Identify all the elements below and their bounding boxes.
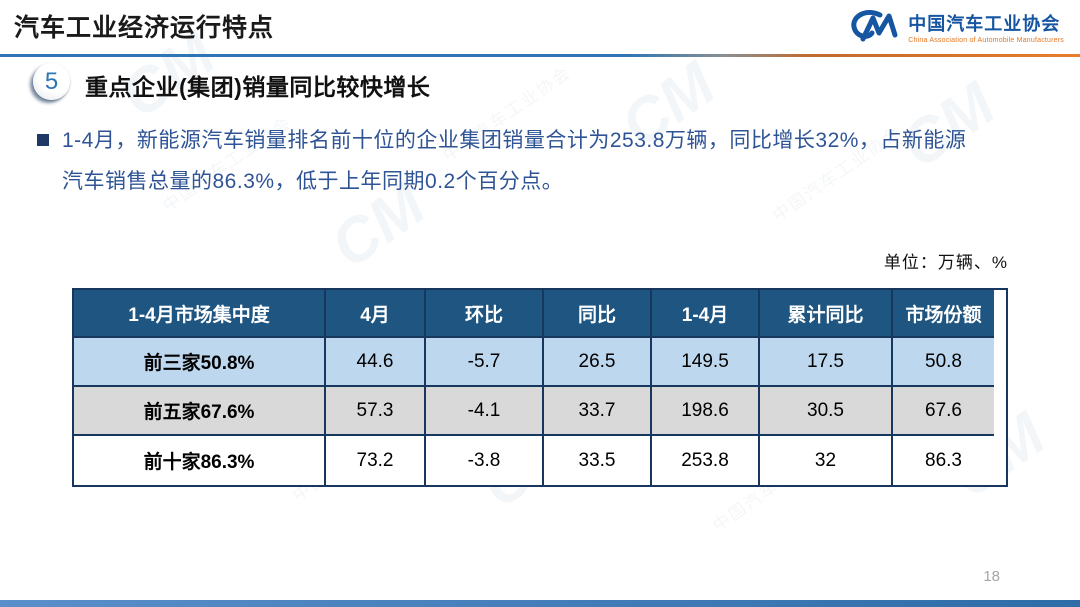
header-divider	[0, 54, 1080, 57]
table-cell: 57.3	[326, 387, 426, 436]
table-cell: 33.7	[544, 387, 652, 436]
footer-bar	[0, 600, 1080, 607]
concentration-table: 1-4月市场集中度 4月 环比 同比 1-4月 累计同比 市场份额 前三家50.8% 44.6…	[72, 288, 1008, 487]
bullet-line: 汽车销售总量的86.3%，低于上年同期0.2个百分点。	[62, 170, 564, 193]
logo-name-en: China Association of Automobile Manufact…	[908, 36, 1064, 44]
column-header: 环比	[426, 290, 544, 338]
table-cell: 73.2	[326, 436, 426, 485]
table-cell: -5.7	[426, 338, 544, 387]
table-row: 前五家67.6% 57.3 -4.1 33.7 198.6 30.5 67.6	[74, 387, 1006, 436]
column-header: 市场份额	[893, 290, 994, 338]
table-cell: -4.1	[426, 387, 544, 436]
bullet-line: 1-4月，新能源汽车销量排名前十位的企业集团销量合计为253.8万辆，同比增长3…	[62, 129, 967, 152]
section-heading: 重点企业(集团)销量同比较快增长	[85, 74, 431, 100]
row-label: 前十家86.3%	[74, 436, 326, 485]
logo-name-cn: 中国汽车工业协会	[908, 13, 1061, 34]
table-cell: 67.6	[893, 387, 994, 436]
unit-label: 单位：万辆、%	[883, 253, 1008, 272]
table-cell: 17.5	[760, 338, 893, 387]
column-header: 4月	[326, 290, 426, 338]
column-header: 1-4月	[652, 290, 760, 338]
bullet-paragraph: 1-4月，新能源汽车销量排名前十位的企业集团销量合计为253.8万辆，同比增长3…	[62, 120, 1057, 202]
table-cell: 33.5	[544, 436, 652, 485]
table-cell: 32	[760, 436, 893, 485]
table-cell: -3.8	[426, 436, 544, 485]
table-cell: 26.5	[544, 338, 652, 387]
page-number: 18	[983, 568, 1000, 585]
table-header-row: 1-4月市场集中度 4月 环比 同比 1-4月 累计同比 市场份额	[74, 290, 1006, 338]
row-label: 前五家67.6%	[74, 387, 326, 436]
caam-logo-mark-icon	[848, 8, 900, 51]
table-row: 前三家50.8% 44.6 -5.7 26.5 149.5 17.5 50.8	[74, 338, 1006, 387]
table-cell: 86.3	[893, 436, 994, 485]
section-number-badge: 5	[33, 63, 70, 100]
table-cell: 44.6	[326, 338, 426, 387]
caam-logo: 中国汽车工业协会 China Association of Automobile…	[848, 8, 1064, 51]
page-title: 汽车工业经济运行特点	[14, 14, 275, 42]
column-header: 同比	[544, 290, 652, 338]
table-body: 前三家50.8% 44.6 -5.7 26.5 149.5 17.5 50.8 前五家67.6…	[74, 338, 1006, 485]
column-header: 累计同比	[760, 290, 893, 338]
table-row: 前十家86.3% 73.2 -3.8 33.5 253.8 32 86.3	[74, 436, 1006, 485]
bullet-marker	[37, 134, 49, 146]
table-cell: 253.8	[652, 436, 760, 485]
section-number: 5	[44, 67, 59, 95]
table-cell: 30.5	[760, 387, 893, 436]
column-header: 1-4月市场集中度	[74, 290, 326, 338]
row-label: 前三家50.8%	[74, 338, 326, 387]
table-cell: 50.8	[893, 338, 994, 387]
table-cell: 149.5	[652, 338, 760, 387]
table-cell: 198.6	[652, 387, 760, 436]
